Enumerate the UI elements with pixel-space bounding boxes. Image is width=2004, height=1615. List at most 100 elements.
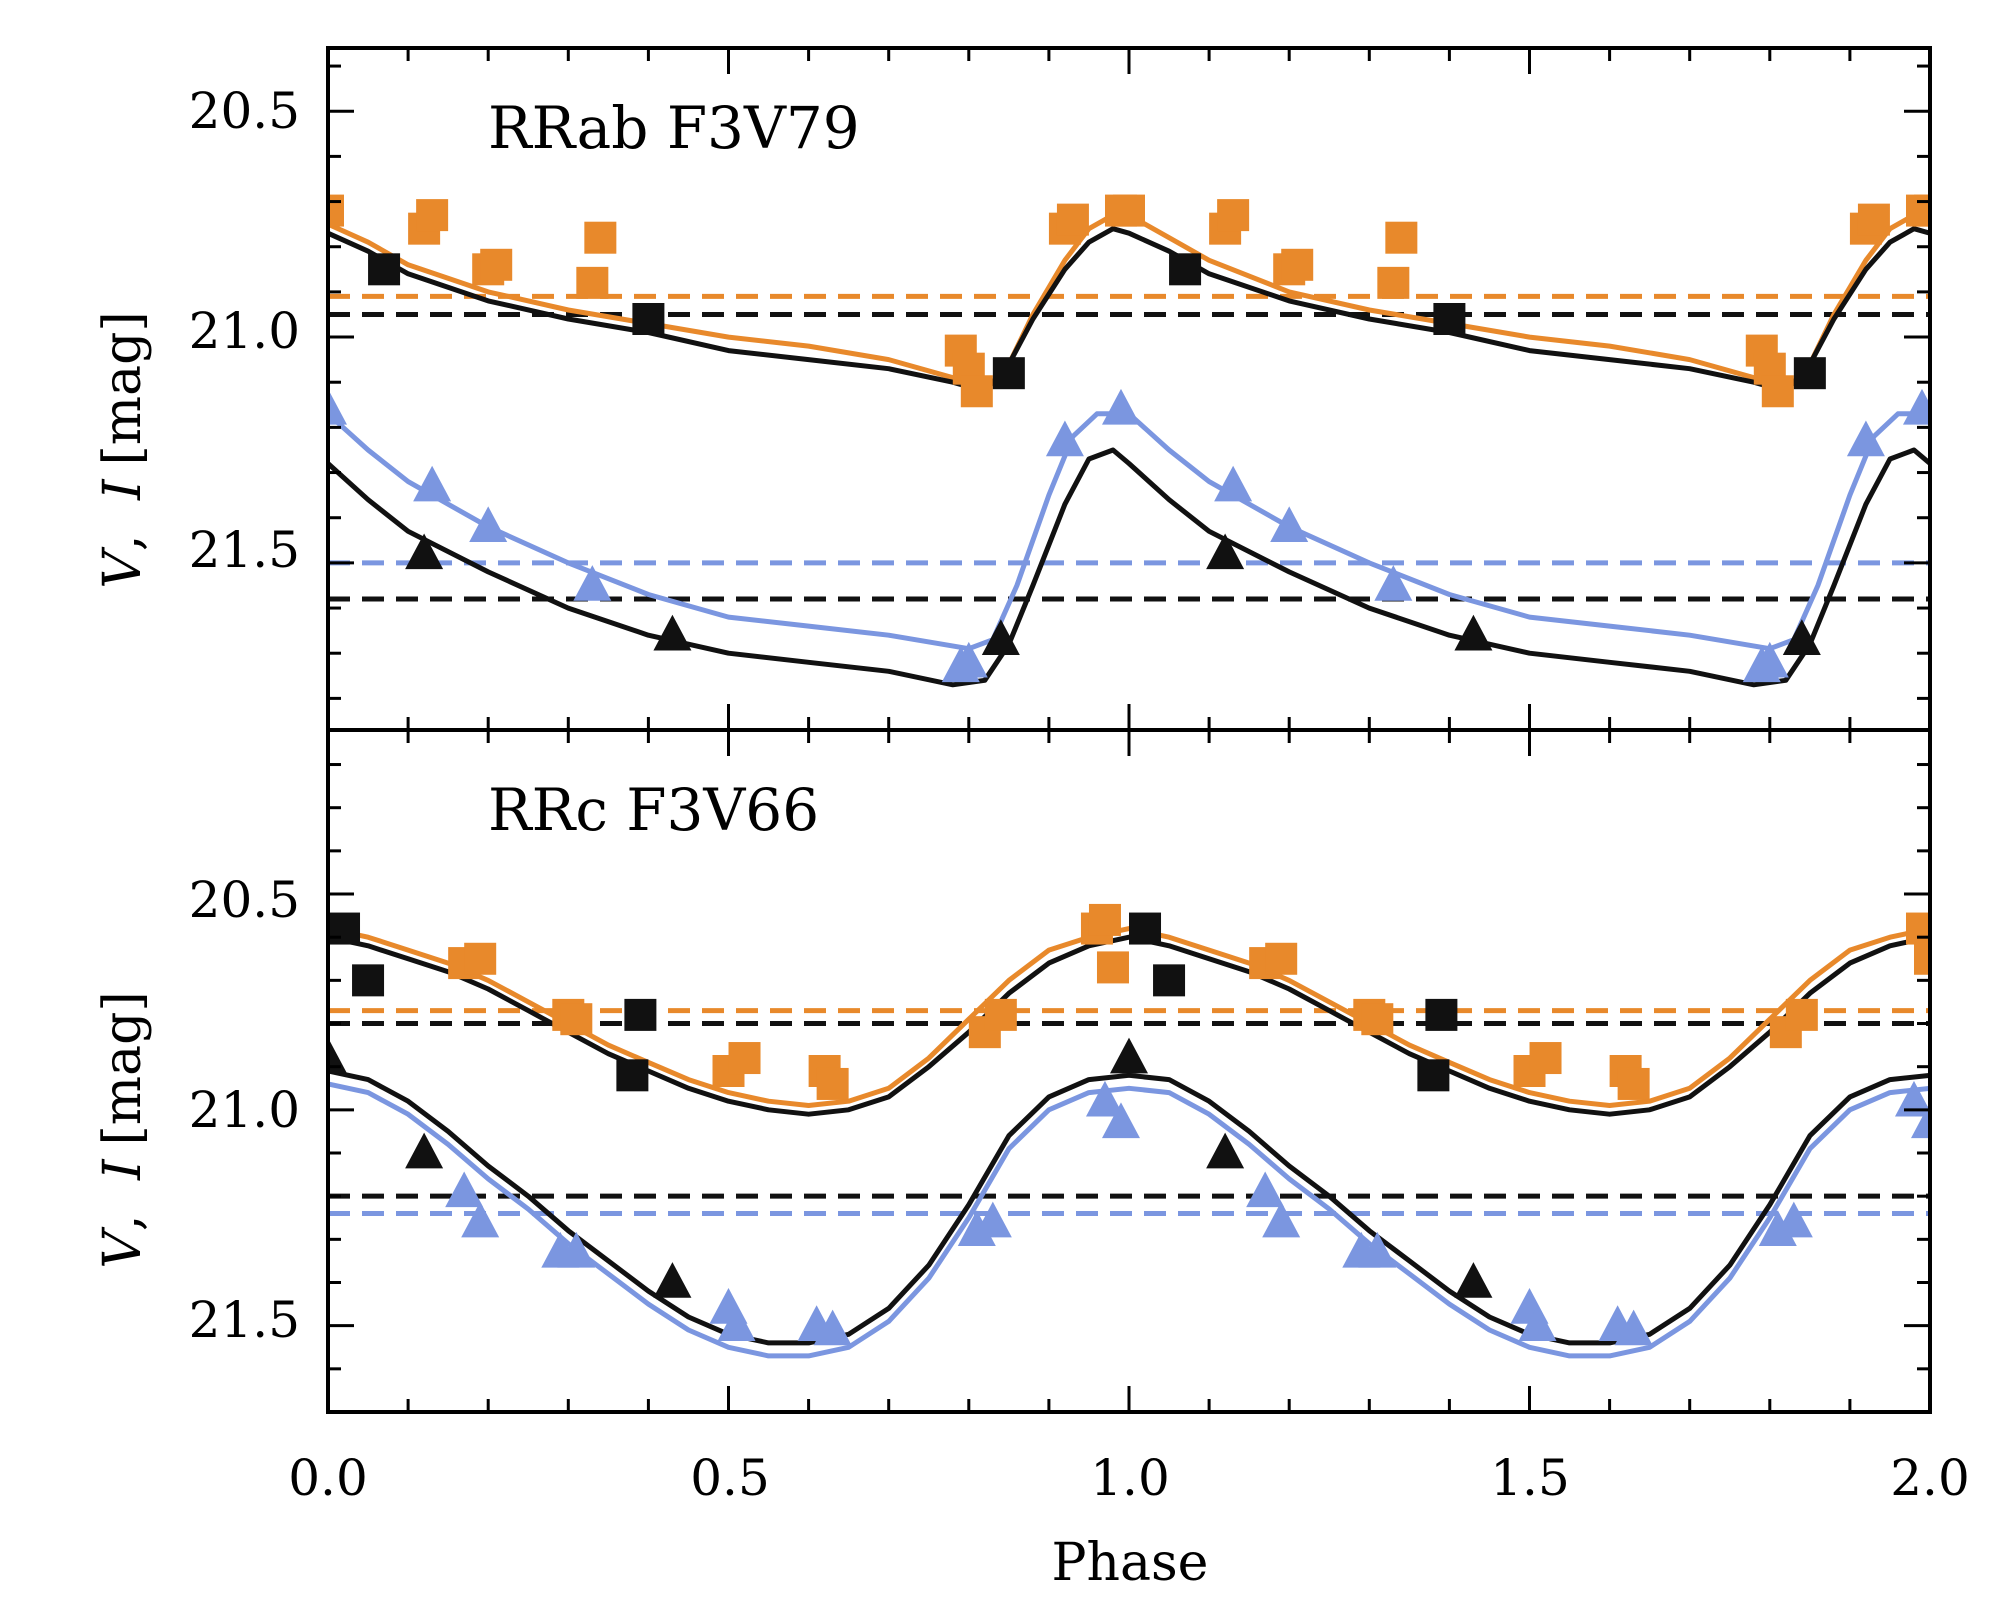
template-curve-v-orange — [328, 212, 1930, 394]
data-point-i-blue — [557, 1231, 596, 1268]
data-point-v-black — [1433, 302, 1466, 335]
y-tick-label: 21.5 — [189, 521, 300, 579]
x-tick-label: 0.0 — [288, 1449, 368, 1507]
data-point-i-blue — [1101, 388, 1140, 425]
data-point-i-black — [405, 1132, 444, 1169]
data-point-v-orange — [1529, 1042, 1562, 1075]
data-point-i-blue — [469, 506, 508, 543]
y-tick-label: 21.0 — [189, 1081, 300, 1139]
template-curve-v-black — [328, 934, 1930, 1117]
data-point-v-black — [624, 998, 657, 1031]
data-point-i-blue — [328, 388, 347, 425]
data-point-v-black — [1129, 912, 1162, 945]
y-axis-unit: [mag] — [93, 311, 153, 465]
data-point-v-orange — [464, 942, 497, 975]
data-point-i-blue — [445, 1171, 484, 1208]
y-tick-label: 20.5 — [189, 82, 300, 140]
data-point-i-blue — [1246, 1171, 1285, 1208]
data-point-i-blue — [1774, 1201, 1813, 1238]
data-point-i-blue — [413, 465, 452, 502]
data-point-v-orange — [560, 1003, 593, 1036]
y-axis-v: V — [93, 1227, 153, 1269]
data-point-i-blue — [1270, 506, 1309, 543]
x-axis-title: Phase — [1052, 1533, 1209, 1593]
chart-panel — [326, 728, 1932, 1414]
data-point-i-black — [1454, 614, 1493, 651]
x-tick-label: 1.5 — [1490, 1449, 1570, 1507]
data-point-i-blue — [1902, 388, 1930, 425]
data-point-v-black — [1169, 253, 1202, 286]
data-point-v-orange — [1113, 194, 1145, 227]
panel-title-rrc: RRc F3V66 — [488, 776, 819, 844]
data-point-v-orange — [1056, 203, 1089, 236]
data-point-v-black — [1793, 357, 1826, 390]
y-tick-label: 21.0 — [189, 302, 300, 360]
data-point-v-orange — [1905, 912, 1930, 945]
template-curve-i-black — [328, 1068, 1930, 1346]
chart-panel — [326, 46, 1932, 732]
data-point-v-orange — [1361, 1003, 1394, 1036]
data-point-i-blue — [1262, 1201, 1301, 1238]
data-point-i-blue — [1750, 641, 1789, 678]
template-curve-i-black — [328, 447, 1930, 688]
x-tick-label: 1.0 — [1090, 1449, 1170, 1507]
data-point-i-black — [653, 1262, 692, 1298]
y-axis-title-top: V, I [mag] — [93, 311, 153, 588]
data-point-i-black — [1454, 1262, 1493, 1298]
data-point-v-orange — [1785, 998, 1818, 1031]
plot-area — [328, 194, 1930, 688]
data-point-i-blue — [461, 1201, 500, 1238]
svg-text:V, I[mag]: V, I [mag] — [93, 311, 153, 588]
data-point-i-blue — [1614, 1309, 1653, 1346]
data-point-i-black — [1206, 533, 1245, 570]
panel-title-rrab: RRab F3V79 — [488, 94, 860, 162]
data-point-v-orange — [1617, 1067, 1650, 1100]
data-point-i-blue — [973, 1201, 1012, 1238]
svg-text:V, I[mag]: V, I [mag] — [93, 991, 153, 1268]
data-point-v-orange — [1096, 951, 1129, 984]
data-point-v-black — [1153, 964, 1186, 997]
data-point-i-black — [1110, 1037, 1148, 1074]
y-axis-unit: [mag] — [93, 991, 153, 1145]
template-curve-i-blue — [328, 411, 1930, 652]
template-curve-i-blue — [328, 1081, 1930, 1359]
data-point-i-blue — [1101, 1102, 1140, 1139]
data-point-i-blue — [1045, 420, 1084, 457]
data-point-v-black — [616, 1059, 649, 1092]
data-point-v-orange — [480, 248, 513, 281]
data-point-i-blue — [573, 565, 612, 601]
data-point-v-orange — [1265, 942, 1298, 975]
data-point-i-black — [981, 619, 1020, 655]
data-point-v-orange — [1385, 221, 1418, 254]
data-point-v-orange — [1914, 942, 1930, 975]
data-point-v-orange — [960, 375, 993, 408]
data-point-v-orange — [1761, 375, 1794, 408]
template-curve-v-orange — [328, 926, 1930, 1108]
plot-area — [328, 903, 1930, 1359]
data-point-v-black — [992, 357, 1025, 390]
data-point-i-black — [405, 533, 444, 570]
data-point-v-black — [352, 964, 385, 997]
data-point-i-blue — [717, 1305, 756, 1341]
y-tick-label: 20.5 — [189, 871, 300, 929]
data-point-i-blue — [1374, 565, 1413, 601]
y-axis-sep: , — [93, 535, 153, 552]
data-point-v-orange — [1281, 248, 1314, 281]
y-axis-i: I — [93, 1158, 153, 1181]
y-tick-label: 21.5 — [189, 1291, 300, 1349]
y-axis-v: V — [93, 547, 153, 589]
data-point-i-blue — [1358, 1231, 1397, 1268]
data-point-i-black — [1206, 1132, 1245, 1169]
x-tick-label: 0.5 — [690, 1449, 770, 1507]
x-tick-label: 2.0 — [1890, 1449, 1970, 1507]
y-axis-title-bottom: V, I [mag] — [93, 991, 153, 1268]
data-point-i-blue — [1518, 1305, 1557, 1341]
y-axis-i: I — [93, 478, 153, 501]
data-point-v-orange — [416, 199, 449, 232]
data-point-v-orange — [984, 998, 1017, 1031]
data-point-v-orange — [1857, 203, 1890, 236]
data-point-v-orange — [576, 266, 609, 299]
y-axis-sep: , — [93, 1215, 153, 1232]
data-point-v-black — [328, 912, 361, 945]
